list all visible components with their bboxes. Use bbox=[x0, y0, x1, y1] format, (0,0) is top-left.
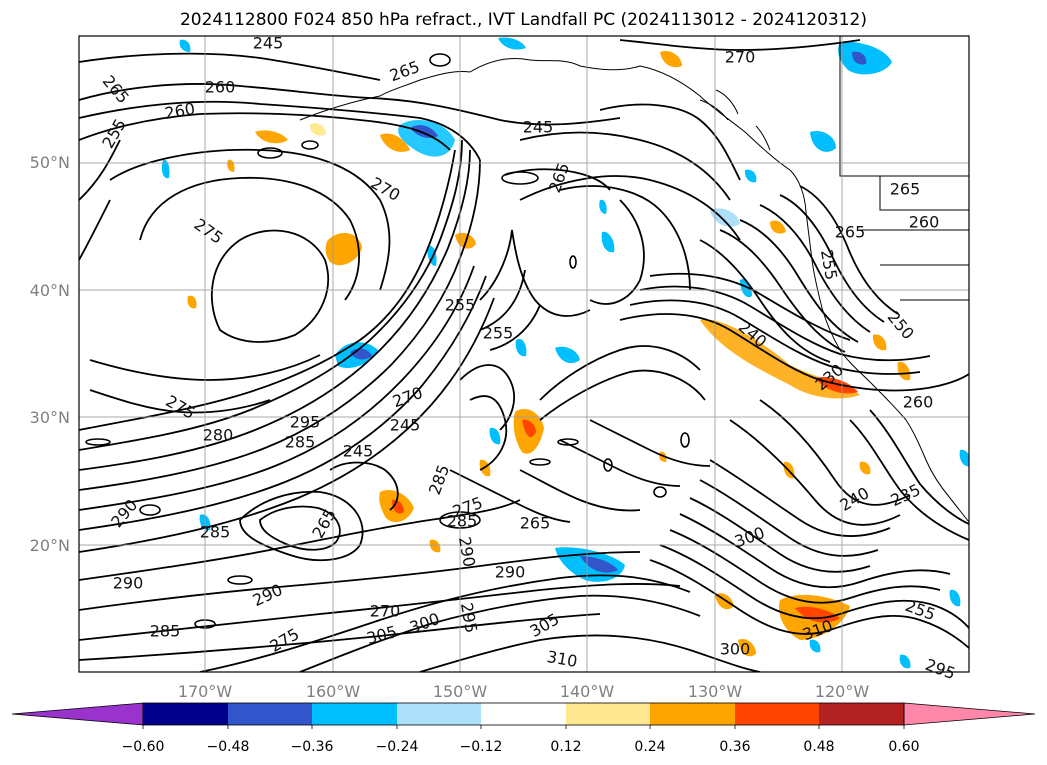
colorbar-tick-label: 0.36 bbox=[719, 739, 750, 755]
contour-label: 265 bbox=[520, 514, 551, 533]
colorbar-segment bbox=[735, 703, 819, 725]
colorbar-segment bbox=[650, 703, 735, 725]
colorbar-tick-label: −0.36 bbox=[291, 739, 334, 755]
contour-label: 255 bbox=[445, 296, 476, 315]
colorbar-segment bbox=[481, 703, 566, 725]
colorbar-segment bbox=[228, 703, 312, 725]
colorbar-tick-label: 0.24 bbox=[634, 739, 665, 755]
contour-label: 260 bbox=[903, 393, 934, 412]
colorbar-segment bbox=[312, 703, 397, 725]
longitude-label: 170°W bbox=[178, 682, 233, 701]
colorbar-tick-labels: −0.60 −0.48 −0.36 −0.24 −0.12 0.12 0.24 0.36 0.4… bbox=[122, 725, 920, 755]
longitude-label: 140°W bbox=[560, 682, 615, 701]
colorbar-segment bbox=[566, 703, 650, 725]
latitude-label: 20°N bbox=[30, 536, 70, 555]
contour-label: 245 bbox=[253, 34, 284, 53]
colorbar-tick-label: −0.24 bbox=[376, 739, 419, 755]
contour-label: 285 bbox=[200, 523, 231, 542]
contour-label: 285 bbox=[150, 622, 181, 641]
longitude-labels: 170°W 160°W 150°W 140°W 130°W 120°W bbox=[178, 682, 870, 701]
contour-label: 265 bbox=[835, 223, 866, 242]
contour-label: 285 bbox=[447, 512, 478, 531]
contour-label: 285 bbox=[285, 433, 316, 452]
colorbar-extend-low bbox=[11, 702, 144, 726]
colorbar-frame bbox=[142, 702, 905, 726]
colorbar-tick-label: 0.12 bbox=[550, 739, 581, 755]
colorbar-tick-label: 0.60 bbox=[888, 739, 919, 755]
colorbar-extend-high bbox=[903, 702, 1036, 726]
map-border bbox=[78, 35, 970, 673]
coastlines bbox=[299, 36, 969, 523]
contour-label: 295 bbox=[290, 413, 321, 432]
contour-label: 265 bbox=[890, 180, 921, 199]
colorbar-tick-label: −0.48 bbox=[207, 739, 250, 755]
map-title: 2024112800 F024 850 hPa refract., IVT La… bbox=[179, 10, 867, 30]
colorbar-tick-label: −0.12 bbox=[460, 739, 503, 755]
gridlines bbox=[79, 36, 969, 672]
latitude-label: 50°N bbox=[30, 153, 70, 172]
longitude-label: 130°W bbox=[688, 682, 743, 701]
contour-label: 270 bbox=[370, 602, 401, 621]
latitude-label: 40°N bbox=[30, 281, 70, 300]
colorbar-segment bbox=[143, 703, 228, 725]
latitude-label: 30°N bbox=[30, 408, 70, 427]
contour-label: 245 bbox=[343, 442, 374, 461]
contour-label: 290 bbox=[495, 563, 526, 582]
latitude-labels: 50°N 40°N 30°N 20°N bbox=[30, 153, 70, 555]
colorbar-tick-label: 0.48 bbox=[803, 739, 834, 755]
longitude-label: 120°W bbox=[815, 682, 870, 701]
contour-label: 300 bbox=[720, 640, 751, 659]
colorbar-segment bbox=[397, 703, 481, 725]
colorbar bbox=[11, 702, 1036, 726]
contour-label: 245 bbox=[523, 118, 554, 137]
contour-label: 260 bbox=[909, 213, 940, 232]
longitude-label: 160°W bbox=[306, 682, 361, 701]
longitude-label: 150°W bbox=[433, 682, 488, 701]
contour-label: 260 bbox=[205, 78, 236, 97]
contour-label: 245 bbox=[390, 416, 421, 435]
contour-label: 255 bbox=[483, 324, 514, 343]
contour-label: 280 bbox=[203, 426, 234, 445]
contour-label-layer: 2452652602552602452652702702752652552552… bbox=[98, 34, 958, 684]
colorbar-segment bbox=[819, 703, 904, 725]
colorbar-tick-label: −0.60 bbox=[122, 739, 165, 755]
contour-label: 270 bbox=[725, 48, 756, 67]
contour-label: 290 bbox=[113, 574, 144, 593]
